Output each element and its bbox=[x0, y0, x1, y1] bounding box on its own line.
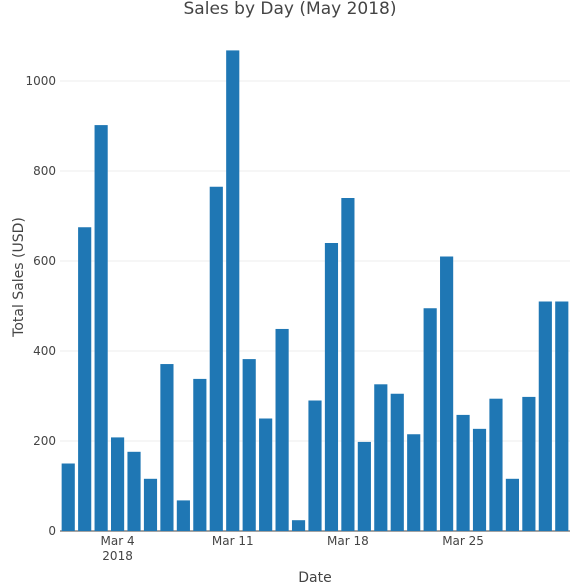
bar bbox=[127, 451, 141, 531]
bar bbox=[472, 428, 487, 531]
bar bbox=[143, 478, 158, 531]
y-axis-ticks: 0 200 400 600 800 1000 bbox=[25, 74, 56, 538]
bar bbox=[226, 50, 240, 532]
bar bbox=[440, 256, 454, 531]
bar bbox=[357, 441, 371, 531]
bar bbox=[193, 378, 207, 531]
bar bbox=[489, 398, 503, 531]
x-tick-label: Mar 4 bbox=[101, 534, 135, 548]
bar bbox=[522, 396, 536, 531]
bar bbox=[390, 393, 404, 531]
bar bbox=[456, 414, 470, 531]
bar bbox=[341, 198, 355, 531]
chart-title: Sales by Day (May 2018) bbox=[184, 0, 397, 19]
bar bbox=[308, 400, 322, 531]
bar bbox=[111, 437, 125, 531]
y-tick-label: 1000 bbox=[25, 74, 56, 88]
bar bbox=[407, 434, 421, 531]
bar bbox=[291, 520, 306, 531]
bar bbox=[160, 364, 174, 531]
bars bbox=[61, 50, 569, 532]
bar bbox=[538, 301, 552, 531]
bar bbox=[374, 384, 388, 531]
x-tick-label: Mar 18 bbox=[327, 534, 369, 548]
bar bbox=[555, 301, 569, 531]
x-axis-title: Date bbox=[298, 570, 331, 586]
bar bbox=[94, 125, 108, 531]
bar bbox=[209, 186, 223, 531]
bar bbox=[242, 359, 256, 531]
y-tick-label: 800 bbox=[33, 164, 56, 178]
y-tick-label: 600 bbox=[33, 254, 56, 268]
bar bbox=[505, 478, 519, 531]
bar bbox=[176, 500, 190, 531]
x-tick-sublabel: 2018 bbox=[102, 549, 133, 563]
bar bbox=[423, 308, 437, 531]
bar bbox=[259, 418, 273, 531]
x-tick-label: Mar 11 bbox=[212, 534, 254, 548]
bar bbox=[275, 328, 289, 531]
bar bbox=[61, 463, 75, 531]
y-axis-title: Total Sales (USD) bbox=[11, 217, 27, 338]
y-tick-label: 400 bbox=[33, 344, 56, 358]
bar bbox=[78, 227, 92, 531]
x-tick-label: Mar 25 bbox=[442, 534, 484, 548]
y-tick-label: 200 bbox=[33, 434, 56, 448]
bar bbox=[324, 243, 339, 531]
y-tick-label: 0 bbox=[48, 524, 56, 538]
